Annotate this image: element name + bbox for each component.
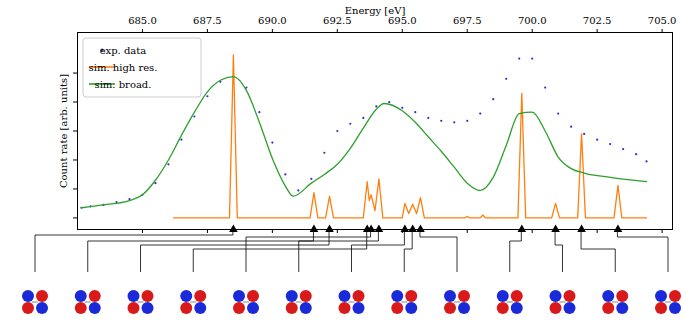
svg-text:690.0: 690.0 xyxy=(258,15,287,26)
svg-text:687.5: 687.5 xyxy=(193,15,222,26)
svg-text:702.5: 702.5 xyxy=(583,15,612,26)
svg-text:exp. data: exp. data xyxy=(100,45,147,56)
svg-text:sim. high res.: sim. high res. xyxy=(89,62,158,73)
svg-text:Count rate [arb. units]: Count rate [arb. units] xyxy=(58,74,69,188)
svg-text:sim. broad.: sim. broad. xyxy=(95,79,152,90)
svg-text:705.0: 705.0 xyxy=(648,15,677,26)
svg-text:695.0: 695.0 xyxy=(388,15,417,26)
svg-text:685.0: 685.0 xyxy=(128,15,157,26)
svg-text:692.5: 692.5 xyxy=(323,15,352,26)
svg-text:Energy [eV]: Energy [eV] xyxy=(345,5,406,16)
svg-text:700.0: 700.0 xyxy=(518,15,547,26)
svg-text:697.5: 697.5 xyxy=(453,15,482,26)
